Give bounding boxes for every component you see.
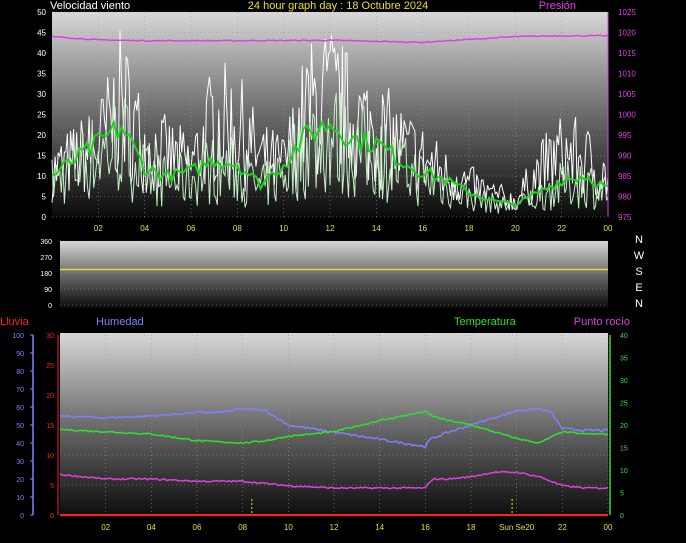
temp-x-tick: 14 (375, 523, 384, 532)
direction-y-tick: 0 (48, 303, 52, 310)
humidity-y-tick: 100 (12, 333, 24, 340)
temperature-y-tick: 35 (620, 356, 628, 363)
chart-title: 24 hour graph day : 18 Octubre 2024 (248, 0, 428, 12)
wind-x-tick: 22 (557, 224, 566, 233)
rain-y-tick: 20 (46, 393, 54, 400)
wind-x-tick: 18 (465, 224, 474, 233)
pressure-y-tick: 1020 (618, 29, 636, 38)
wind-x-tick: 04 (140, 224, 149, 233)
temperature-y-tick: 10 (620, 468, 628, 475)
pressure-y-tick: 990 (618, 152, 632, 161)
direction-y-tick: 90 (44, 287, 52, 294)
rain-y-tick: 25 (46, 363, 54, 370)
wind-y-tick: 10 (37, 172, 46, 181)
wind-y-tick: 20 (37, 131, 46, 140)
wind-x-tick: 06 (187, 224, 196, 233)
wind-y-tick: 25 (37, 111, 46, 120)
direction-panel (60, 241, 608, 308)
wind-y-tick: 45 (37, 29, 46, 38)
pressure-y-tick: 1025 (618, 8, 636, 17)
direction-y-tick: 180 (40, 271, 52, 278)
pressure-y-tick: 1000 (618, 111, 636, 120)
pressure-y-tick: 1015 (618, 49, 636, 58)
wind-y-tick: 5 (42, 193, 47, 202)
wind-y-tick: 40 (37, 49, 46, 58)
humidity-y-tick: 20 (16, 477, 24, 484)
humidity-y-tick: 40 (16, 441, 24, 448)
wind-y-tick: 0 (42, 213, 47, 222)
wind-speed-label: Velocidad viento (50, 0, 130, 12)
compass-label: N (635, 234, 643, 246)
temp-x-tick: 08 (238, 523, 247, 532)
humidity-y-tick: 30 (16, 459, 24, 466)
rain-y-tick: 10 (46, 453, 54, 460)
wind-average-line (51, 118, 608, 208)
pressure-label: Presión (539, 0, 576, 12)
humidity-y-tick: 80 (16, 369, 24, 376)
temperature-y-tick: 0 (620, 513, 624, 520)
wind-x-tick: 10 (279, 224, 288, 233)
wind-x-tick: 02 (94, 224, 103, 233)
temp-x-tick: 02 (101, 523, 110, 532)
pressure-y-tick: 985 (618, 172, 632, 181)
temp-x-tick: 18 (467, 523, 476, 532)
temp-x-tick: Sun Se20 (499, 523, 535, 532)
dewpoint-label: Punto rocío (574, 316, 630, 328)
wind-y-tick: 50 (37, 8, 46, 17)
temperature-y-tick: 40 (620, 333, 628, 340)
wind-x-tick: 00 (604, 224, 613, 233)
compass-label: E (635, 282, 642, 294)
temp-x-tick: 10 (284, 523, 293, 532)
wind-y-tick: 15 (37, 152, 46, 161)
humidity-y-tick: 50 (16, 423, 24, 430)
temperature-y-tick: 15 (620, 446, 628, 453)
temperature-label: Temperatura (454, 316, 517, 328)
wind-y-tick: 30 (37, 90, 46, 99)
pressure-y-tick: 995 (618, 131, 632, 140)
humidity-y-tick: 0 (20, 513, 24, 520)
wind-x-tick: 16 (418, 224, 427, 233)
dewpoint-line (59, 470, 609, 490)
wind-speed-line (51, 92, 609, 214)
humidity-y-tick: 60 (16, 405, 24, 412)
wind-x-tick: 14 (372, 224, 381, 233)
temp-x-tick: 06 (193, 523, 202, 532)
compass-label: N (635, 298, 643, 310)
direction-y-tick: 270 (40, 255, 52, 262)
wind-y-tick: 35 (37, 70, 46, 79)
rain-label: Lluvia (0, 316, 30, 328)
pressure-line (51, 34, 609, 44)
temperature-y-tick: 25 (620, 401, 628, 408)
rain-y-tick: 15 (46, 423, 54, 430)
wind-x-tick: 20 (511, 224, 520, 233)
pressure-y-tick: 1005 (618, 90, 636, 99)
pressure-y-tick: 980 (618, 193, 632, 202)
temp-x-tick: 16 (421, 523, 430, 532)
rain-y-tick: 0 (50, 513, 54, 520)
temp-x-tick: 12 (330, 523, 339, 532)
humidity-y-tick: 70 (16, 387, 24, 394)
temp-x-tick: 22 (558, 523, 567, 532)
compass-label: S (635, 266, 642, 278)
pressure-y-tick: 1010 (618, 70, 636, 79)
humidity-label: Humedad (96, 316, 144, 328)
rain-y-tick: 5 (50, 483, 54, 490)
temp-x-tick: 00 (604, 523, 613, 532)
temperature-y-tick: 20 (620, 423, 628, 430)
wind-gust-line (51, 30, 609, 211)
temp-hum-panel (60, 333, 608, 518)
wind-x-tick: 08 (233, 224, 242, 233)
temperature-y-tick: 5 (620, 491, 624, 498)
direction-y-tick: 360 (40, 239, 52, 246)
humidity-y-tick: 10 (16, 495, 24, 502)
compass-label: W (634, 250, 645, 262)
temp-x-tick: 04 (147, 523, 156, 532)
temperature-line (59, 409, 609, 445)
humidity-y-tick: 90 (16, 351, 24, 358)
pressure-y-tick: 975 (618, 213, 632, 222)
temperature-y-tick: 30 (620, 378, 628, 385)
wind-x-tick: 12 (326, 224, 335, 233)
rain-y-tick: 30 (46, 333, 54, 340)
